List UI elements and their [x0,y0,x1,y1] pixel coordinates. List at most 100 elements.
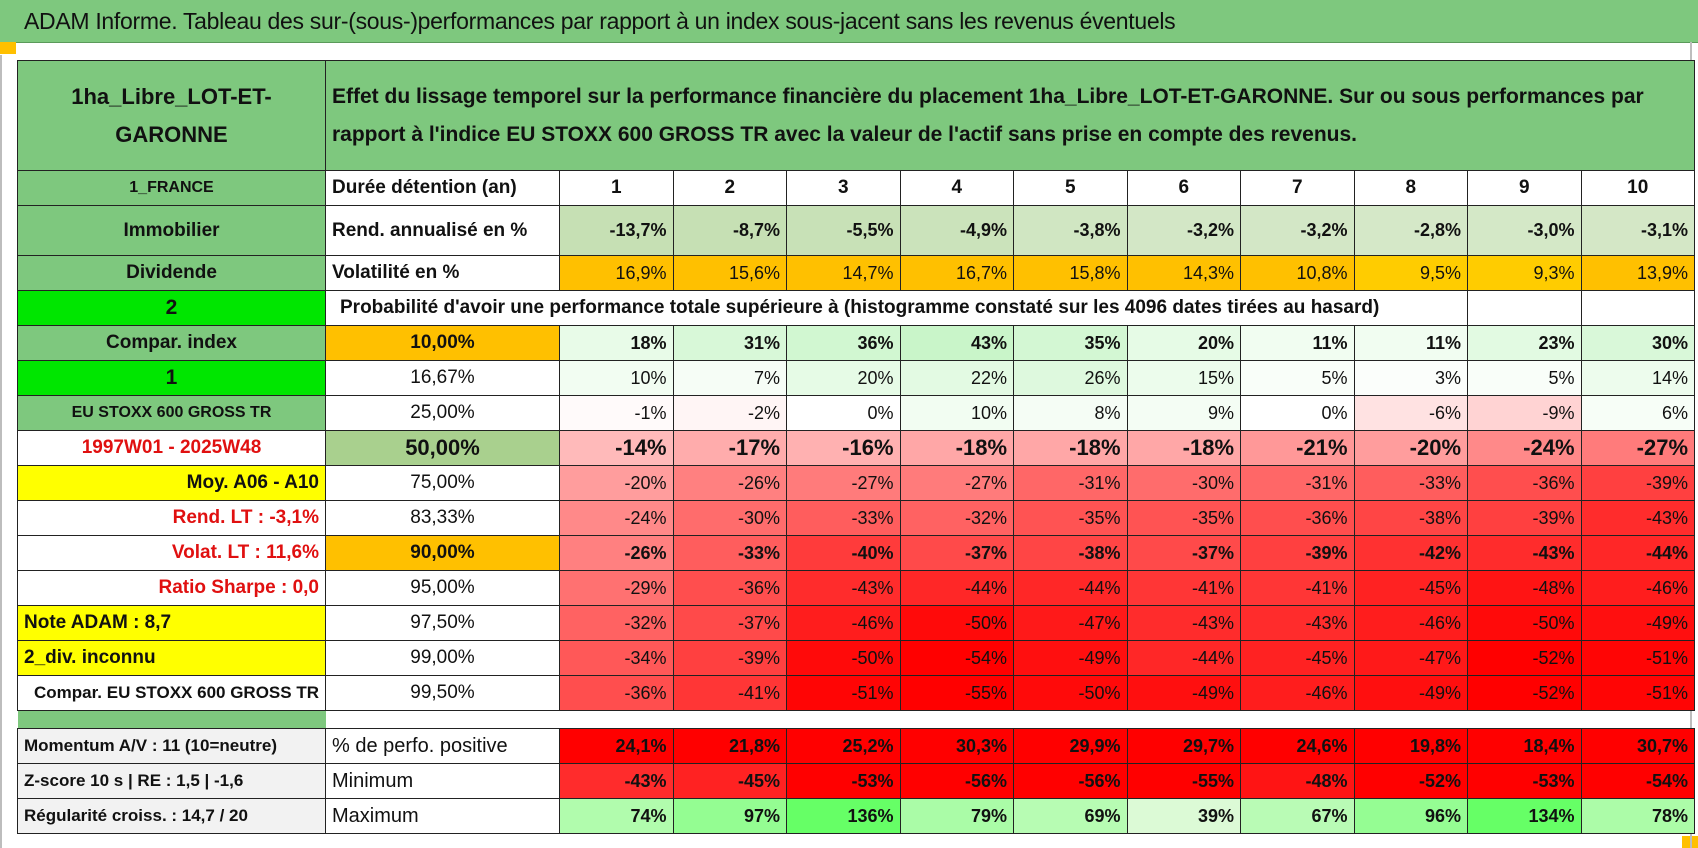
positive-value: 25,2% [786,728,901,764]
return-row: Immobilier Rend. annualisé en % -13,7% -8,7… [17,205,1695,256]
volatility-value: 15,6% [672,255,787,291]
quantile-value: 3% [1353,360,1468,396]
annual-return-value: -3,8% [1013,205,1128,256]
positive-value: 18,4% [1467,728,1582,764]
positive-value: 19,8% [1353,728,1468,764]
quantile-value: -49% [1353,675,1468,711]
positive-value: 29,7% [1126,728,1241,764]
maximum-label: Maximum [325,798,560,834]
quantile-value: 20% [786,360,901,396]
quantile-value: -26% [559,535,674,571]
quantile-value: -41% [1126,570,1241,606]
quantile-row: Compar. EU STOXX 600 GROSS TR 99,50% -36% -… [17,675,1695,711]
minimum-value: -52% [1353,763,1468,799]
quantile-value: -18% [899,430,1014,466]
quantile-row: 1 16,67% 10% 7% 20% 22% 26% 15% 5% 3% 5% 14% [17,360,1695,396]
quantile-value: 23% [1467,325,1582,361]
quantile-value: -39% [672,640,787,676]
quantile-value: -52% [1467,640,1582,676]
quantile-value: 6% [1580,395,1695,431]
volatility-value: 15,8% [1013,255,1128,291]
year-header: 8 [1353,170,1468,206]
quantile-value: -36% [559,675,674,711]
quantile-value: 43% [899,325,1014,361]
minimum-label: Minimum [325,763,560,799]
product-name: 1ha_Libre_LOT-ET-GARONNE [17,60,326,171]
quantile-value: -27% [899,465,1014,501]
quantile-level: 50,00% [325,430,560,466]
maximum-value: 69% [1013,798,1128,834]
quantile-value: -49% [1013,640,1128,676]
annual-return-value: -3,2% [1126,205,1241,256]
quantile-value: -32% [899,500,1014,536]
year-header: 3 [786,170,901,206]
annual-return-value: -4,9% [899,205,1014,256]
dividend-status: 2_div. inconnu [17,640,326,676]
maximum-value: 96% [1353,798,1468,834]
annual-return-label: Rend. annualisé en % [325,205,560,256]
years-row: 1_FRANCE Durée détention (an) 1 2 3 4 5 6 7 8 9 10 [17,170,1695,206]
momentum-label: Momentum A/V : 11 (10=neutre) [17,728,326,764]
quantile-value: -50% [786,640,901,676]
quantile-value: -45% [1353,570,1468,606]
quantile-value: 22% [899,360,1014,396]
positive-value: 30,3% [899,728,1014,764]
volatility-value: 16,7% [899,255,1014,291]
positive-value: 30,7% [1580,728,1695,764]
long-term-volatility: Volat. LT : 11,6% [17,535,326,571]
quantile-value: -43% [1240,605,1355,641]
quantile-value: -42% [1353,535,1468,571]
quantile-value: -37% [1126,535,1241,571]
quantile-value: -38% [1353,500,1468,536]
quantile-value: -29% [559,570,674,606]
quantile-value: -43% [1126,605,1241,641]
quantile-value: -33% [1353,465,1468,501]
quantile-value: -49% [1580,605,1695,641]
quantile-row: Ratio Sharpe : 0,0 95,00% -29% -36% -43% -44%… [17,570,1695,606]
quantile-value: -55% [899,675,1014,711]
quantile-value: -45% [1240,640,1355,676]
quantile-value: -54% [899,640,1014,676]
quantile-value: -31% [1013,465,1128,501]
quantile-value: -43% [1467,535,1582,571]
quantile-value: -27% [1580,430,1695,466]
quantile-value: 7% [672,360,787,396]
quantile-value: -51% [786,675,901,711]
quantile-value: -44% [1013,570,1128,606]
positive-row: Momentum A/V : 11 (10=neutre)% de perfo.… [17,728,1695,764]
volatility-value: 14,7% [786,255,901,291]
quantile-value: 11% [1240,325,1355,361]
quantile-value: 10% [559,360,674,396]
quantile-value: -43% [786,570,901,606]
probability-header: Probabilité d'avoir une performance tota… [325,290,1468,326]
quantile-value: -47% [1353,640,1468,676]
quantile-value: -52% [1467,675,1582,711]
quantile-value: -41% [672,675,787,711]
long-term-return: Rend. LT : -3,1% [17,500,326,536]
minimum-value: -53% [1467,763,1582,799]
volatility-value: 13,9% [1580,255,1695,291]
period-range: 1997W01 - 2025W48 [17,430,326,466]
quantile-value: -2% [672,395,787,431]
category-label: Immobilier [17,205,326,256]
year-header: 7 [1240,170,1355,206]
quantile-value: -37% [672,605,787,641]
quantile-level: 99,50% [325,675,560,711]
quantile-value: -36% [1467,465,1582,501]
quantile-level: 10,00% [325,325,560,361]
quantile-value: -37% [899,535,1014,571]
quantile-value: -39% [1467,500,1582,536]
quantile-value: -30% [672,500,787,536]
positive-value: 29,9% [1013,728,1128,764]
quantile-value: 0% [1240,395,1355,431]
quantile-value: -46% [1240,675,1355,711]
quantile-value: -26% [672,465,787,501]
quantile-value: -17% [672,430,787,466]
quantile-value: -1% [559,395,674,431]
volatility-label: Volatilité en % [325,255,560,291]
quantile-row: Compar. index 10,00% 18% 31% 36% 43% 35% 20% 11%… [17,325,1695,361]
empty-cell [1580,290,1695,326]
quantile-value: -43% [1580,500,1695,536]
quantile-value: 18% [559,325,674,361]
header-row: 1ha_Libre_LOT-ET-GARONNE Effet du lissage… [17,60,1695,171]
